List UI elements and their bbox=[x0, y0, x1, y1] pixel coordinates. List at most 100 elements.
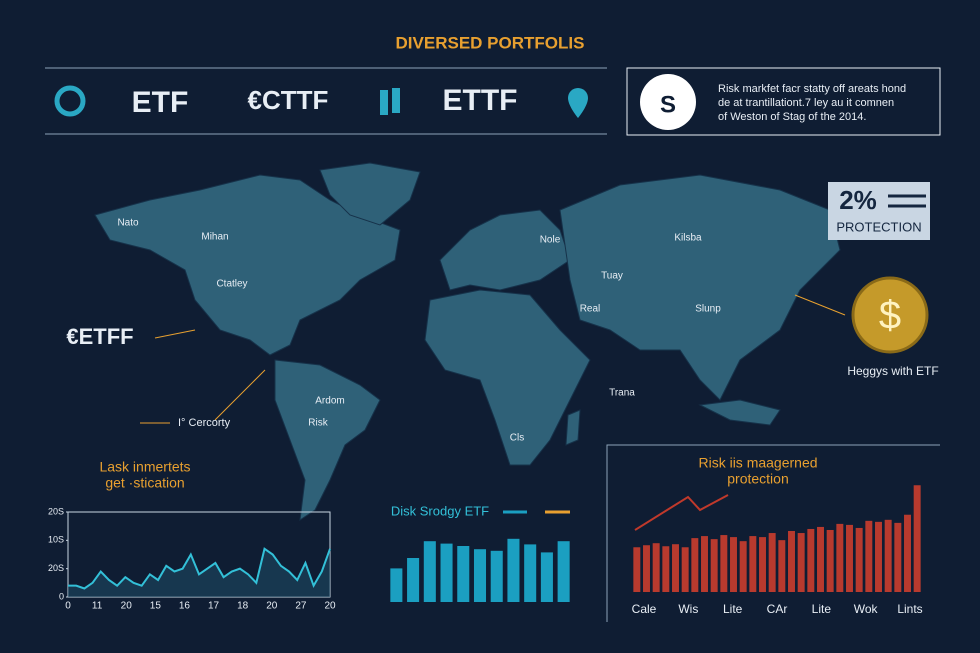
x-tick-label: 20 bbox=[121, 601, 133, 612]
map-label: Tuay bbox=[601, 271, 623, 282]
bar bbox=[807, 528, 815, 592]
africa bbox=[424, 289, 591, 466]
south-america bbox=[274, 359, 381, 522]
logo bbox=[640, 74, 696, 130]
bar bbox=[681, 547, 689, 592]
x-tick-label: CAr bbox=[767, 602, 788, 616]
chart-title: Disk Srodgy ETF bbox=[391, 503, 489, 518]
info-text: de at trantillationt.7 ley au it comnen bbox=[718, 97, 894, 109]
bar bbox=[507, 538, 520, 602]
area bbox=[68, 548, 330, 597]
badge-lines bbox=[888, 194, 926, 208]
map-label: Slunp bbox=[695, 304, 721, 315]
bar bbox=[540, 552, 553, 602]
world-map bbox=[94, 162, 841, 522]
bar bbox=[865, 520, 873, 592]
y-tick-label: 20S bbox=[48, 506, 64, 516]
bar bbox=[720, 535, 728, 592]
badge bbox=[828, 182, 930, 240]
x-tick-label: 27 bbox=[295, 601, 307, 612]
pointer bbox=[140, 369, 266, 424]
left-caption: I° Cercorty bbox=[178, 417, 231, 429]
y-tick-label: 20S bbox=[48, 563, 64, 573]
page-title: DIVERSED PORTFOLIS bbox=[396, 33, 585, 52]
etf-label: €CTTF bbox=[248, 85, 329, 115]
map-label: Nole bbox=[540, 235, 561, 246]
bar-icon bbox=[380, 88, 400, 115]
chart-title: Risk iis maagerned bbox=[698, 455, 817, 471]
bar bbox=[524, 544, 537, 602]
x-tick-label: 20 bbox=[324, 601, 336, 612]
badge-label: PROTECTION bbox=[836, 219, 921, 234]
panel-border bbox=[606, 444, 940, 622]
map-label: Kilsba bbox=[674, 233, 702, 244]
bar bbox=[662, 546, 670, 592]
trend-arrow bbox=[634, 494, 729, 531]
info-text: of Weston of Stag of the 2014. bbox=[718, 111, 866, 123]
pointer bbox=[794, 294, 846, 316]
bar bbox=[407, 558, 420, 602]
x-tick-label: 0 bbox=[65, 601, 71, 612]
coin bbox=[851, 276, 929, 354]
bar bbox=[643, 545, 650, 592]
bar bbox=[739, 541, 747, 592]
bar bbox=[691, 538, 699, 592]
x-tick-label: Cale bbox=[632, 602, 657, 616]
map-label: Cls bbox=[510, 433, 524, 444]
bar bbox=[875, 521, 882, 592]
info-text: Risk markfet facr statty off areats hond bbox=[718, 83, 906, 95]
map-label: Real bbox=[580, 304, 601, 315]
x-tick-label: Lite bbox=[812, 602, 832, 616]
gear-icon bbox=[54, 85, 86, 117]
x-tick-label: Wis bbox=[678, 602, 698, 616]
bar bbox=[390, 568, 403, 602]
bar bbox=[836, 523, 844, 592]
bar bbox=[557, 541, 570, 602]
map-label: Ctatley bbox=[216, 279, 247, 290]
bar bbox=[855, 527, 863, 592]
map-label: Risk bbox=[308, 418, 328, 429]
bar bbox=[701, 536, 708, 592]
x-tick-label: 16 bbox=[179, 601, 191, 612]
y-tick-label: 10S bbox=[48, 535, 64, 545]
bar bbox=[490, 550, 503, 602]
pin-icon bbox=[568, 88, 588, 118]
bar bbox=[749, 536, 757, 592]
x-tick-label: 11 bbox=[92, 601, 103, 612]
line bbox=[68, 547, 331, 590]
bar bbox=[423, 541, 436, 602]
bar bbox=[826, 529, 834, 592]
map-label: Nato bbox=[117, 218, 139, 229]
chart-title: get ·stication bbox=[105, 475, 184, 491]
pointer bbox=[154, 329, 196, 339]
bar bbox=[778, 540, 786, 592]
bar bbox=[846, 524, 853, 592]
bar bbox=[894, 522, 902, 592]
coin-symbol: $ bbox=[879, 294, 901, 338]
map-label: Mihan bbox=[201, 232, 228, 243]
left-etf: €ETFF bbox=[66, 324, 133, 349]
bar bbox=[904, 514, 911, 592]
chart-title: protection bbox=[727, 471, 788, 487]
north-america bbox=[94, 174, 401, 356]
etf-label: ETTF bbox=[443, 84, 518, 117]
bar bbox=[884, 519, 892, 592]
bar bbox=[672, 544, 679, 592]
logo-text: S bbox=[660, 91, 676, 118]
bar bbox=[730, 537, 737, 592]
coin-caption: Heggys with ETF bbox=[847, 364, 938, 378]
bar bbox=[817, 526, 824, 592]
bar bbox=[759, 537, 766, 592]
bar bbox=[788, 531, 795, 592]
y-tick-label: 0 bbox=[59, 591, 64, 601]
map-label: Ardom bbox=[315, 396, 344, 407]
bar bbox=[913, 485, 921, 592]
bar bbox=[797, 533, 805, 592]
bar bbox=[768, 533, 776, 592]
x-tick-label: 17 bbox=[208, 601, 220, 612]
map-label: Trana bbox=[609, 388, 635, 399]
bar bbox=[710, 539, 718, 592]
bar bbox=[440, 543, 453, 602]
asia bbox=[559, 174, 841, 401]
